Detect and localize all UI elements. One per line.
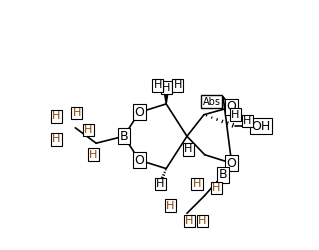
Text: H: H bbox=[89, 150, 97, 160]
Text: H: H bbox=[166, 200, 174, 210]
Text: H: H bbox=[153, 80, 162, 90]
Text: OH: OH bbox=[251, 120, 271, 133]
Text: B: B bbox=[219, 168, 227, 181]
Text: B: B bbox=[120, 130, 128, 143]
Text: H: H bbox=[156, 179, 164, 189]
Text: H: H bbox=[231, 110, 240, 120]
Text: H: H bbox=[243, 116, 251, 126]
Text: O: O bbox=[227, 100, 237, 114]
Text: H: H bbox=[73, 108, 81, 118]
Text: H: H bbox=[52, 134, 60, 144]
Text: H: H bbox=[198, 216, 207, 226]
Text: H: H bbox=[212, 183, 220, 193]
Text: O: O bbox=[134, 154, 144, 167]
Text: H: H bbox=[174, 80, 182, 90]
Text: H: H bbox=[162, 83, 170, 93]
Text: H: H bbox=[193, 179, 201, 189]
Text: H: H bbox=[84, 125, 93, 135]
Text: H: H bbox=[185, 216, 193, 226]
Text: O: O bbox=[134, 106, 144, 119]
Text: O: O bbox=[227, 157, 237, 170]
Text: Abs: Abs bbox=[203, 96, 221, 106]
Polygon shape bbox=[163, 88, 169, 104]
Text: H: H bbox=[52, 111, 60, 121]
Text: H: H bbox=[184, 144, 193, 154]
